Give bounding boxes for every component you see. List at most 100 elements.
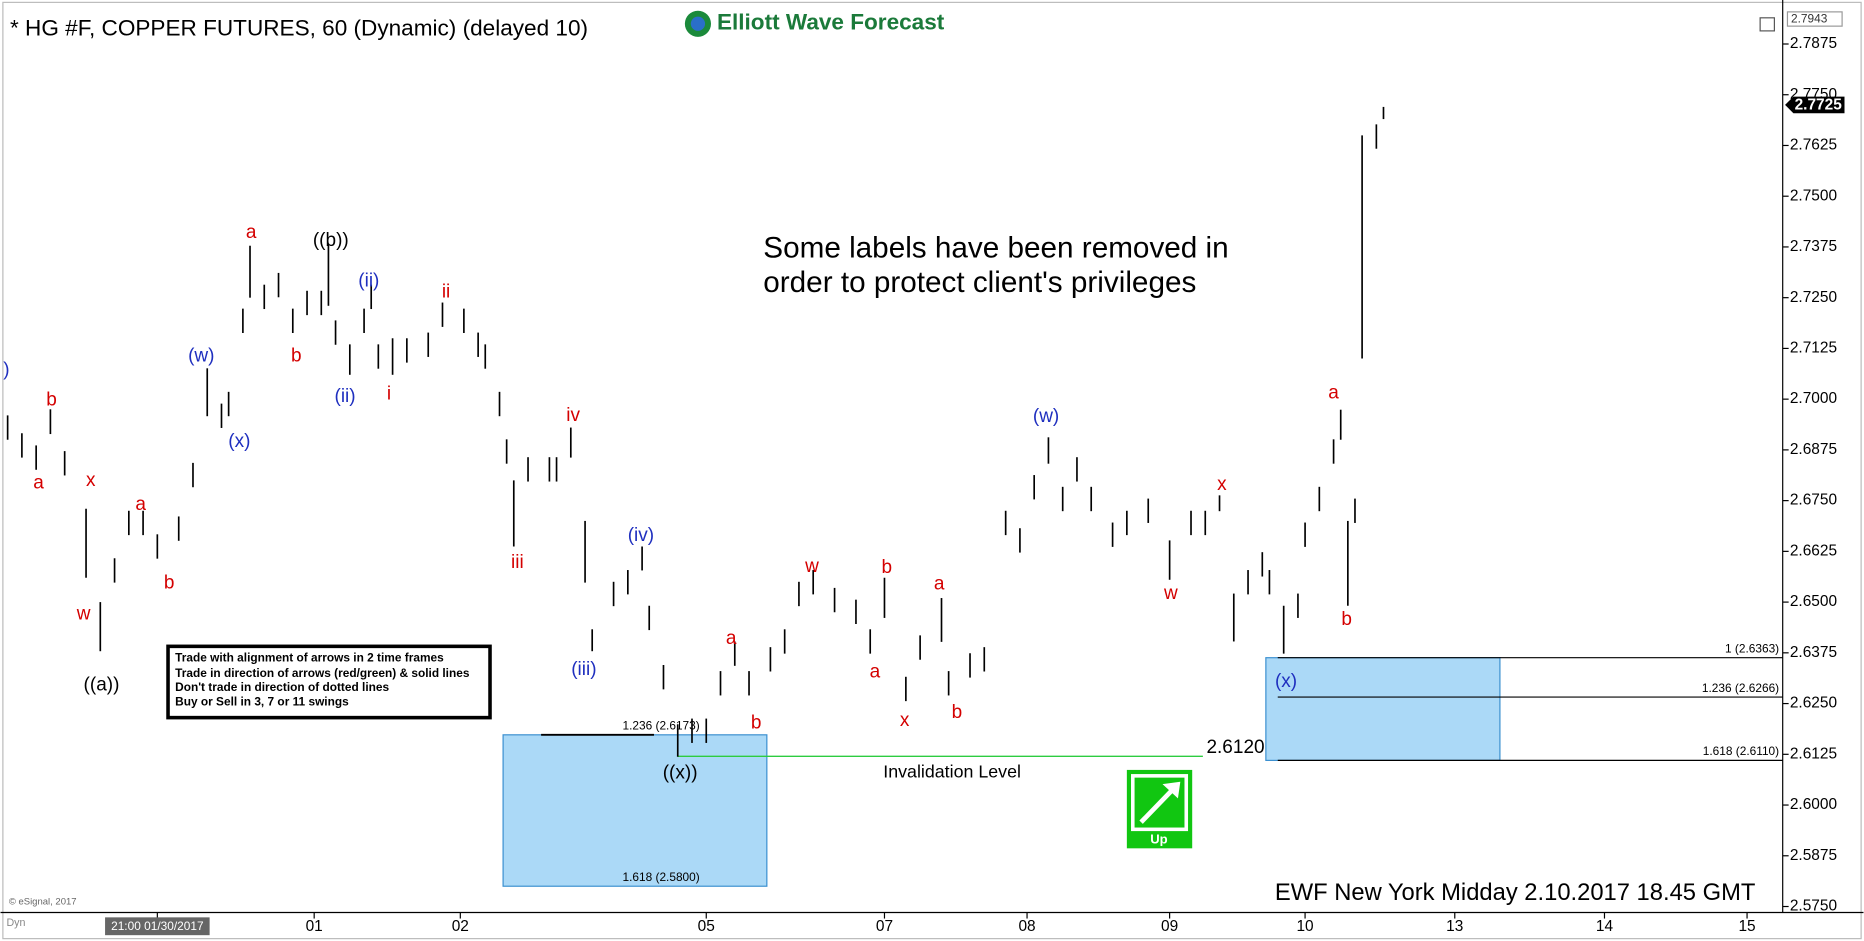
y-tick-label: 2.7125	[1790, 339, 1837, 356]
y-tick-label: 2.6625	[1790, 542, 1837, 559]
wave-label: a	[1328, 382, 1339, 403]
invalidation-label: Invalidation Level	[883, 762, 1021, 782]
wave-label: )	[3, 360, 9, 381]
brand-logo: Elliott Wave Forecast	[677, 4, 959, 41]
wave-label: iii	[511, 552, 524, 573]
rules-box: Trade with alignment of arrows in 2 time…	[166, 644, 492, 720]
logo-background	[677, 4, 959, 41]
y-tick-label: 2.5750	[1790, 898, 1837, 915]
wave-label: x	[86, 470, 96, 491]
wave-label: w	[1163, 583, 1178, 604]
copyright: © eSignal, 2017	[9, 896, 77, 907]
x-tick-label: 01	[306, 918, 323, 935]
fib-label: 1.236 (2.6266)	[1702, 681, 1779, 695]
price-bars	[6, 106, 1385, 757]
wave-labels: )ba xw((a))ab(w)(x)ab((b))(ii)(ii) iiiiiii…	[3, 222, 1352, 784]
wave-label: a	[246, 222, 257, 243]
wave-label: a	[934, 574, 945, 595]
y-tick-label: 2.6875	[1790, 441, 1837, 458]
wave-label: (iv)	[628, 525, 654, 546]
wave-label: ii	[442, 281, 450, 302]
wave-label: i	[387, 383, 391, 404]
wave-label: b	[164, 572, 175, 593]
x-tick-label: 02	[452, 918, 469, 935]
wave-label: x	[1217, 474, 1227, 495]
wave-label: b	[1341, 609, 1352, 630]
x-tick-label: 08	[1018, 918, 1035, 935]
wave-label: b	[46, 389, 57, 410]
y-tick-label: 2.7625	[1790, 137, 1837, 154]
y-tick-label: 2.7375	[1790, 238, 1837, 255]
y-tick-label: 2.6375	[1790, 644, 1837, 661]
target-zone	[502, 734, 768, 887]
wave-label: b	[952, 702, 963, 723]
fib-label: 1.618 (2.5800)	[622, 870, 699, 884]
x-tick-label: 15	[1738, 918, 1755, 935]
chart-title: * HG #F, COPPER FUTURES, 60 (Dynamic) (d…	[10, 16, 588, 41]
wave-label: (x)	[228, 431, 250, 452]
y-tick-label: 2.7500	[1790, 187, 1837, 204]
wave-label: (ii)	[335, 386, 356, 407]
x-tick-label: 05	[698, 918, 715, 935]
y-tick-label: 2.6250	[1790, 695, 1837, 712]
wave-label: w	[76, 603, 91, 624]
y-tick-label: 2.6000	[1790, 796, 1837, 813]
rules-frame	[166, 644, 492, 720]
fib-label: 1.618 (2.6110)	[1703, 744, 1779, 758]
fib-label: 1.236 (2.6173)	[622, 719, 699, 733]
window-icon	[1759, 17, 1775, 32]
wave-label: b	[291, 345, 302, 366]
last-price-marker	[1785, 96, 1845, 114]
rule: Don't trade in direction of dotted lines	[175, 680, 389, 694]
x-tick-label: 14	[1596, 918, 1614, 935]
wave-label: a	[33, 473, 44, 494]
wave-label: ((b))	[313, 230, 349, 251]
wave-label: a	[135, 494, 146, 515]
wave-label: iv	[566, 405, 580, 426]
wave-label: w	[804, 556, 819, 577]
brand-name: Elliott Wave Forecast	[717, 10, 945, 35]
wave-label: (ii)	[358, 271, 379, 292]
wave-label: (iii)	[571, 659, 596, 680]
wave-label: (w)	[1033, 406, 1059, 427]
wave-label: x	[900, 710, 910, 731]
last-price-label: 2.7725	[1795, 97, 1843, 114]
rule: Buy or Sell in 3, 7 or 11 swings	[175, 694, 349, 708]
signal-icon: Up	[1126, 769, 1193, 849]
x-tick-label: 10	[1296, 918, 1313, 935]
x-tick-label-box	[105, 917, 210, 936]
logo-icon-inner	[690, 16, 706, 31]
target-zone	[1265, 657, 1501, 761]
note-line: Some labels have been removed in	[763, 231, 1228, 264]
wave-label: a	[726, 628, 737, 649]
x-tick-label: 21:00 01/30/2017	[111, 919, 203, 933]
signal-box	[1126, 769, 1193, 849]
signal-label: Up	[1150, 831, 1167, 846]
wave-label: (w)	[188, 345, 214, 366]
rule: Trade with alignment of arrows in 2 time…	[175, 650, 444, 664]
y-tick-label: 2.6500	[1790, 593, 1837, 610]
wave-label: ((a))	[84, 675, 120, 696]
invalidation-value: 2.6120	[1206, 737, 1264, 758]
x-tick-label: 13	[1446, 918, 1463, 935]
y-tick-label: 2.7250	[1790, 289, 1837, 306]
y-tick-label: 2.7875	[1790, 35, 1837, 52]
fib-label: 1 (2.6363)	[1725, 642, 1779, 656]
wave-label: a	[870, 661, 881, 682]
signal-frame	[1131, 774, 1189, 832]
y-tick-label: 2.7000	[1790, 390, 1837, 407]
signal-arrow-head	[1162, 781, 1181, 799]
y-tick-label: 2.6125	[1790, 745, 1837, 762]
y-tick-label: 2.5875	[1790, 847, 1837, 864]
footer: EWF New York Midday 2.10.2017 18.45 GMT	[1275, 879, 1756, 906]
x-tick-label: 07	[876, 918, 893, 935]
wave-label: b	[882, 557, 893, 578]
target-zones: 1.236 (2.6173) 1.618 (2.5800) 1 (2.6363) 1.…	[502, 642, 1783, 887]
x-tick-label: 09	[1161, 918, 1178, 935]
axis-top-label: 2.7943	[1791, 12, 1828, 26]
y-tick-label: 2.6750	[1790, 492, 1837, 509]
wave-label: ((x))	[663, 762, 698, 783]
axis-top-box	[1786, 11, 1843, 27]
